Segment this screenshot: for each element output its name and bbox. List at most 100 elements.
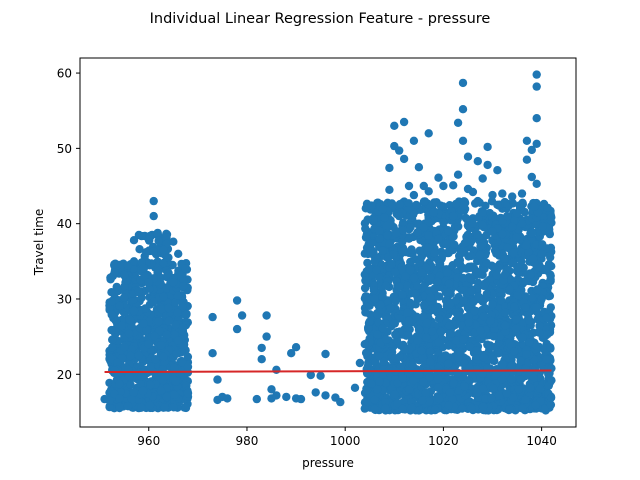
- cluster-point: [505, 285, 514, 294]
- data-point: [508, 222, 517, 231]
- data-point: [512, 208, 522, 218]
- cluster-point: [424, 397, 434, 406]
- data-point: [232, 296, 242, 305]
- cluster-point: [526, 270, 535, 279]
- y-tick-label: 20: [57, 368, 72, 382]
- cluster-point: [390, 268, 400, 277]
- cluster-point: [465, 342, 475, 352]
- cluster-point: [378, 204, 388, 214]
- data-point: [178, 323, 188, 332]
- cluster-point: [171, 320, 180, 330]
- cluster-point: [129, 388, 138, 397]
- data-point: [395, 211, 404, 221]
- data-point: [321, 391, 330, 400]
- cluster-point: [460, 382, 469, 391]
- cluster-point: [425, 273, 435, 283]
- cluster-point: [145, 401, 155, 410]
- cluster-point: [399, 226, 408, 235]
- cluster-point: [518, 404, 527, 413]
- cluster-point: [461, 237, 471, 247]
- data-point: [183, 388, 193, 398]
- cluster-point: [108, 335, 117, 344]
- cluster-point: [164, 268, 173, 278]
- cluster-point: [472, 346, 481, 355]
- cluster-point: [464, 318, 473, 327]
- cluster-point: [385, 239, 394, 248]
- cluster-point: [482, 258, 491, 268]
- data-point: [429, 208, 438, 217]
- cluster-point: [495, 332, 505, 341]
- cluster-point: [146, 362, 155, 372]
- cluster-point: [404, 199, 413, 208]
- cluster-point: [372, 385, 382, 394]
- cluster-point: [419, 282, 428, 292]
- cluster-point: [145, 284, 154, 293]
- cluster-point: [378, 324, 388, 333]
- data-point: [547, 376, 556, 385]
- cluster-point: [115, 301, 125, 311]
- data-point: [483, 142, 492, 152]
- cluster-point: [546, 343, 555, 352]
- cluster-point: [159, 258, 168, 268]
- data-point: [542, 313, 551, 322]
- cluster-point: [424, 373, 434, 382]
- data-point: [144, 340, 153, 349]
- cluster-point: [479, 312, 489, 321]
- cluster-point: [162, 233, 171, 242]
- cluster-point: [173, 291, 183, 300]
- cluster-point: [509, 347, 519, 356]
- cluster-point: [488, 384, 498, 393]
- cluster-point: [361, 224, 370, 233]
- cluster-point: [451, 199, 461, 209]
- data-point: [449, 211, 458, 221]
- cluster-point: [169, 403, 178, 412]
- cluster-point: [452, 295, 461, 305]
- cluster-point: [514, 263, 523, 272]
- cluster-point: [171, 376, 181, 386]
- data-point: [237, 311, 247, 320]
- cluster-point: [444, 288, 453, 298]
- cluster-point: [127, 395, 137, 404]
- cluster-point: [156, 386, 166, 395]
- data-point: [120, 343, 129, 352]
- cluster-point: [453, 311, 463, 321]
- cluster-point: [434, 394, 444, 404]
- cluster-point: [505, 405, 514, 414]
- cluster-point: [525, 383, 535, 393]
- cluster-point: [376, 300, 385, 309]
- data-point: [517, 219, 527, 228]
- data-point: [385, 185, 394, 194]
- data-point: [390, 121, 399, 130]
- cluster-point: [500, 321, 510, 330]
- cluster-point: [413, 228, 422, 237]
- data-point: [120, 293, 129, 302]
- cluster-point: [360, 283, 370, 293]
- cluster-point: [160, 403, 170, 412]
- data-point: [178, 282, 188, 291]
- x-axis-label: pressure: [302, 456, 354, 470]
- cluster-point: [363, 215, 372, 224]
- data-point: [306, 370, 315, 380]
- cluster-point: [436, 201, 445, 210]
- data-point: [370, 257, 379, 266]
- data-point: [134, 287, 144, 296]
- cluster-point: [514, 385, 523, 394]
- cluster-point: [164, 316, 174, 326]
- data-point: [542, 355, 551, 364]
- data-point: [267, 385, 276, 394]
- cluster-point: [500, 308, 510, 318]
- cluster-point: [417, 396, 427, 405]
- cluster-point: [434, 337, 443, 347]
- cluster-point: [127, 322, 136, 331]
- cluster-point: [126, 351, 135, 361]
- cluster-point: [422, 318, 432, 328]
- data-point: [355, 358, 365, 368]
- cluster-point: [430, 249, 439, 258]
- cluster-point: [540, 404, 549, 413]
- data-point: [468, 219, 478, 228]
- cluster-point: [444, 321, 454, 330]
- data-point: [291, 343, 301, 352]
- cluster-point: [153, 228, 162, 238]
- cluster-point: [395, 200, 404, 209]
- cluster-point: [486, 316, 495, 326]
